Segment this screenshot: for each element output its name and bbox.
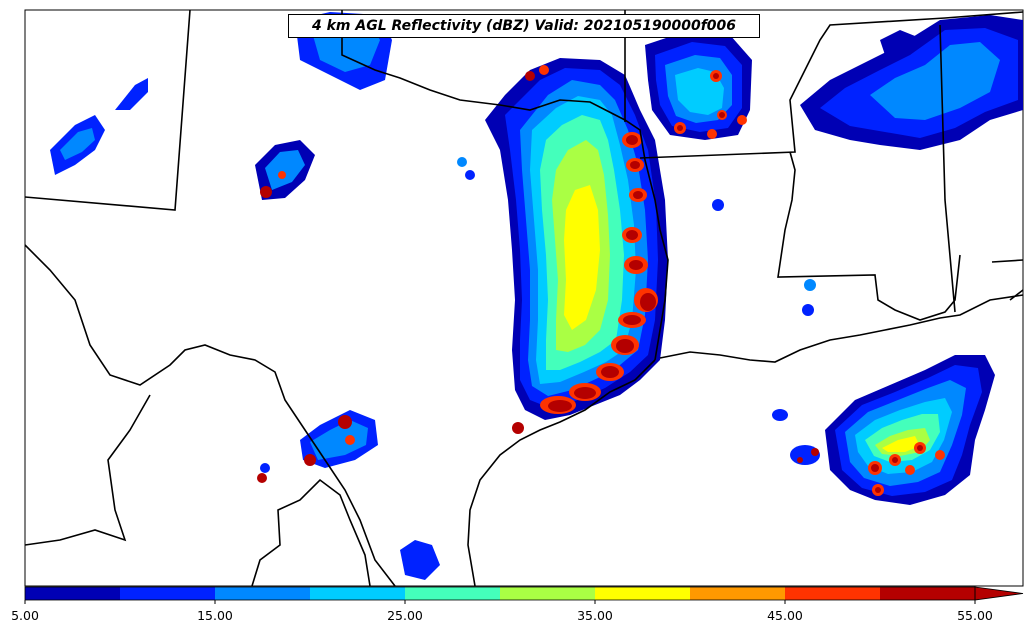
colorbar-outline [24, 586, 976, 601]
colorbar-segment [310, 587, 405, 600]
scattered-cells [50, 12, 816, 580]
colorbar [24, 586, 1024, 604]
northeast-echo [800, 15, 1023, 150]
colorbar-tick-label: 35.00 [577, 608, 613, 623]
squall-line-echo [485, 58, 668, 420]
colorbar-segment [880, 587, 975, 600]
colorbar-segment [405, 587, 500, 600]
colorbar-tick-label: 15.00 [197, 608, 233, 623]
political-boundaries [25, 10, 1023, 586]
colorbar-tick-label: 55.00 [957, 608, 993, 623]
colorbar-segment [25, 587, 120, 600]
gulf-echo [772, 355, 995, 505]
map-title: 4 km AGL Reflectivity (dBZ) Valid: 20210… [288, 14, 760, 38]
colorbar-segment [595, 587, 690, 600]
colorbar-tick-label: 5.00 [11, 608, 39, 623]
arkansas-echo [645, 30, 752, 140]
colorbar-segment [215, 587, 310, 600]
colorbar-segment [690, 587, 785, 600]
colorbar-segment [785, 587, 880, 600]
colorbar-segment [120, 587, 215, 600]
colorbar-tick-label: 45.00 [767, 608, 803, 623]
colorbar-tick-label: 25.00 [387, 608, 423, 623]
colorbar-extend-arrow [974, 586, 1024, 601]
colorbar-segment [500, 587, 595, 600]
